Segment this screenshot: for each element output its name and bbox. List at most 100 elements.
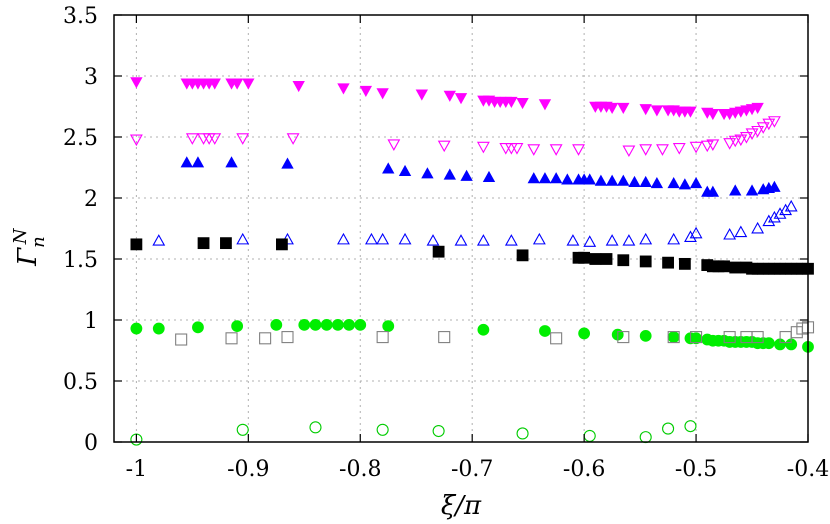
- data-point: [236, 133, 250, 145]
- data-point: [432, 424, 445, 438]
- data-point: [175, 333, 188, 346]
- data-point: [667, 331, 680, 343]
- data-point: [242, 78, 255, 90]
- data-point: [566, 234, 580, 246]
- data-point: [734, 134, 748, 147]
- series-triangle-up-open: [152, 199, 798, 247]
- data-point: [734, 225, 748, 238]
- data-point: [437, 140, 451, 153]
- data-point: [684, 230, 697, 242]
- data-point: [617, 331, 630, 344]
- data-point: [639, 431, 652, 444]
- data-point: [706, 139, 720, 151]
- data-point: [767, 210, 781, 223]
- data-point: [605, 174, 619, 186]
- data-point: [549, 144, 563, 156]
- data-point: [231, 320, 244, 333]
- data-point: [230, 78, 244, 90]
- data-point: [751, 125, 765, 138]
- data-point: [191, 156, 205, 168]
- data-point: [516, 249, 529, 262]
- data-point: [723, 227, 737, 240]
- data-point: [527, 172, 540, 184]
- data-point: [589, 253, 602, 265]
- y-axis-label-sub: n: [28, 236, 49, 248]
- data-point: [504, 234, 518, 246]
- data-point: [398, 232, 412, 245]
- data-point: [538, 172, 552, 184]
- data-point: [779, 203, 793, 216]
- data-point: [152, 322, 165, 335]
- data-point: [622, 145, 636, 158]
- data-point: [773, 207, 787, 219]
- data-point: [376, 232, 390, 245]
- data-point: [723, 138, 737, 150]
- data-point: [622, 234, 636, 246]
- data-point: [309, 421, 322, 434]
- x-tick-label: -0.9: [227, 457, 269, 482]
- data-point: [220, 237, 232, 250]
- y-tick-label: 2: [84, 187, 98, 212]
- data-point: [706, 185, 720, 197]
- y-tick-label: 1.5: [63, 248, 98, 273]
- data-point: [729, 184, 742, 196]
- data-point: [700, 140, 714, 153]
- data-point: [678, 257, 691, 270]
- data-point: [718, 260, 730, 273]
- data-point: [382, 162, 395, 174]
- data-point: [667, 232, 681, 245]
- series-circle-open: [130, 420, 697, 446]
- data-point: [477, 323, 490, 336]
- data-point: [504, 143, 518, 155]
- data-points: [129, 77, 815, 446]
- data-point: [617, 102, 630, 115]
- data-point: [762, 214, 776, 227]
- y-tick-label: 2.5: [63, 126, 98, 151]
- y-axis-label: ΓnN: [10, 227, 49, 267]
- data-point: [583, 235, 597, 247]
- data-point: [421, 167, 434, 179]
- data-point: [594, 174, 608, 186]
- data-point: [650, 177, 664, 189]
- data-point: [583, 173, 596, 185]
- data-point: [572, 144, 585, 156]
- x-tick-label: -0.5: [675, 457, 717, 482]
- y-tick-label: 3: [84, 65, 98, 90]
- data-point: [454, 93, 468, 105]
- data-point: [578, 251, 591, 264]
- data-point: [499, 143, 513, 155]
- data-point: [343, 318, 355, 331]
- data-point: [723, 331, 736, 344]
- data-point: [281, 331, 294, 344]
- data-point: [460, 169, 473, 181]
- series-triangle-up-filled: [180, 156, 781, 197]
- data-point: [628, 175, 641, 187]
- data-point: [309, 318, 322, 331]
- series-triangle-down-filled: [130, 77, 764, 121]
- y-axis-label-sup: N: [10, 227, 31, 245]
- data-point: [767, 116, 781, 128]
- data-point: [662, 256, 674, 269]
- data-point: [337, 83, 350, 95]
- data-point: [225, 332, 238, 345]
- x-tick-label: -0.4: [787, 457, 829, 482]
- data-point: [729, 261, 742, 274]
- data-point: [398, 164, 412, 176]
- data-point: [443, 168, 456, 180]
- data-point: [152, 234, 166, 246]
- data-point: [532, 232, 546, 245]
- data-point: [583, 429, 596, 442]
- x-tick-label: -0.7: [451, 457, 493, 482]
- data-point: [476, 234, 490, 246]
- data-point: [292, 80, 305, 93]
- data-point: [756, 122, 770, 134]
- data-point: [745, 128, 759, 140]
- data-point: [549, 172, 563, 184]
- data-point: [667, 331, 680, 344]
- data-point: [130, 322, 143, 335]
- y-tick-label: 3.5: [63, 4, 98, 29]
- data-point: [689, 177, 703, 189]
- data-point: [426, 234, 440, 246]
- data-point: [382, 320, 395, 333]
